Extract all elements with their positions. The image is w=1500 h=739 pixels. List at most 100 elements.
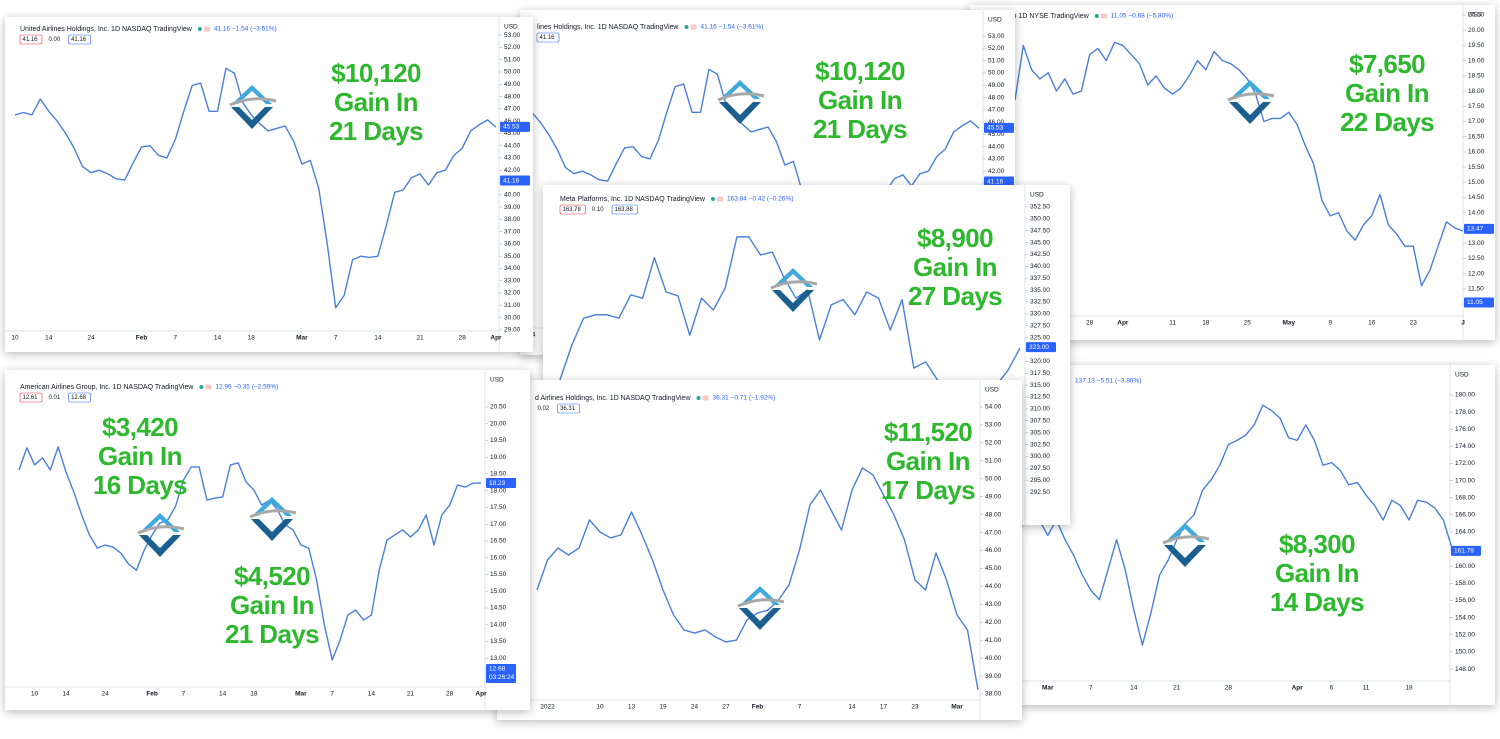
price-quote: 36.31 −0.71 (−1.92%) (713, 395, 776, 402)
chart-panel: 12.5013.0013.5014.0014.5015.0015.5016.00… (5, 370, 530, 710)
price-quote: 12.96 −0.35 (−2.59%) (215, 384, 278, 391)
y-tick-label: 168.00 (1455, 494, 1475, 501)
gain-annotation: $4,520 (234, 561, 310, 591)
x-tick-label: Mar (295, 691, 307, 698)
logo (1227, 80, 1275, 124)
y-tick-label: 164.00 (1455, 529, 1475, 536)
price-tag (984, 122, 1014, 133)
y-tick-label: 35.00 (504, 253, 521, 260)
x-tick-label: 7 (174, 335, 178, 342)
price-tag (984, 176, 1014, 187)
logo-swoosh (1227, 92, 1275, 102)
gain-annotation: Gain In (913, 252, 997, 282)
y-tick-label: 46.00 (504, 118, 521, 125)
chart: 38.00 39.00 40.00 41.00 42.00 43.00 44.00 45.00… (497, 380, 1002, 720)
x-tick-label: 18 (250, 691, 258, 698)
price-tag-label: 323.00 (1029, 344, 1049, 351)
gain-annotation: $8,900 (917, 223, 993, 253)
y-tick-label: 16.50 (490, 538, 507, 545)
price-line (1021, 404, 1453, 646)
x-tick-label: Feb (146, 691, 158, 698)
y-tick-label: 50.00 (985, 475, 1002, 482)
price-quote: 41.16 −1.54 (−3.61%) (214, 26, 277, 33)
y-tick-label: 350.00 (1030, 216, 1050, 223)
alert-icon (205, 384, 212, 390)
price-line (14, 67, 497, 309)
logo-base (1229, 102, 1271, 124)
y-tick-label: 18.00 (490, 487, 507, 494)
currency-label: USD (988, 17, 1002, 24)
chart: 12.5013.0013.5014.0014.5015.0015.5016.00… (5, 370, 516, 710)
logo-swoosh (717, 92, 765, 102)
x-tick-label: 7 (334, 335, 338, 342)
y-tick-label: 44.00 (988, 143, 1005, 150)
y-tick-label: 54.00 (985, 404, 1002, 411)
gain-annotation: Gain In (230, 590, 314, 620)
x-tick-label: 24 (691, 704, 699, 711)
price-tag (500, 175, 530, 186)
gain-annotation: $10,120 (331, 58, 421, 88)
x-tick-label: Apr (490, 335, 502, 342)
logo-swoosh (137, 525, 185, 535)
y-tick-label: 37.00 (504, 228, 521, 235)
currency-label: USD (1455, 372, 1469, 379)
price-tag (1464, 223, 1494, 234)
x-tick-label: Feb (752, 704, 764, 711)
x-tick-label: 28 (1086, 320, 1094, 327)
chart-panel: 38.00 39.00 40.00 41.00 42.00 43.00 44.00 45.00… (497, 380, 1022, 720)
y-tick-label: 52.00 (504, 44, 521, 51)
status-dot (684, 25, 689, 29)
y-tick-label: 50.00 (988, 70, 1005, 77)
x-tick-label: 24 (87, 335, 95, 342)
logo-swoosh (1162, 535, 1210, 545)
y-tick-label: 52.00 (985, 440, 1002, 447)
y-tick-label: 16.00 (1468, 149, 1485, 156)
x-tick-label: 23 (911, 704, 919, 711)
chart: 11.0011.5012.0012.5013.0013.5014.0014.50… (970, 5, 1494, 340)
price-tag-label: 161.79 (1454, 548, 1474, 555)
gain-annotation: Gain In (1275, 558, 1359, 588)
gain-annotation: 14 Days (1270, 587, 1364, 617)
gain-annotation: 21 Days (225, 619, 319, 649)
y-tick-label: 18.00 (1468, 88, 1485, 95)
chart-title: American Airlines Group, Inc. 1D NASDAQ … (20, 384, 194, 391)
gain-annotation: Gain In (886, 446, 970, 476)
gain-annotation: 27 Days (908, 281, 1002, 311)
x-tick-label: 9 (1328, 320, 1332, 327)
y-tick-label: 158.00 (1455, 580, 1475, 587)
x-tick-label: J (1461, 320, 1465, 327)
badge-label: 41.16 (23, 37, 39, 43)
y-tick-label: 330.00 (1030, 311, 1050, 318)
y-tick-label: 47.00 (504, 106, 521, 113)
price-tag-label: 13.47 (1467, 226, 1484, 233)
alert-icon (690, 24, 697, 30)
logo (249, 497, 297, 541)
logo (137, 513, 185, 557)
y-tick-label: 42.00 (504, 167, 521, 174)
y-tick-label: 36.00 (504, 241, 521, 248)
y-tick-label: 44.00 (985, 583, 1002, 590)
y-tick-label: 19.00 (490, 454, 507, 461)
y-tick-label: 39.00 (985, 673, 1002, 680)
y-tick-label: 46.00 (988, 119, 1005, 126)
chart-title: d Airlines Holdings, Inc. 1D NASDAQ Trad… (535, 395, 691, 402)
logo-base (231, 107, 273, 129)
y-tick-label: 42.00 (988, 168, 1005, 175)
x-tick-label: Mar (1042, 685, 1054, 692)
logo-base (719, 102, 761, 124)
y-tick-label: 45.00 (504, 130, 521, 137)
gain-annotation: 16 Days (93, 470, 187, 500)
price-tag (500, 121, 530, 132)
x-tick-label: 28 (1225, 685, 1233, 692)
gain-annotation: Gain In (1345, 78, 1429, 108)
y-tick-label: 19.00 (1468, 57, 1485, 64)
gain-annotation: $10,120 (815, 56, 905, 86)
x-tick-label: 14 (45, 335, 53, 342)
y-tick-label: 16.00 (490, 554, 507, 561)
y-tick-label: 39.00 (504, 204, 521, 211)
price-tag-label: 11.05 (1467, 299, 1483, 306)
currency-label: USD (1468, 12, 1482, 19)
x-tick-label: 11 (1363, 685, 1370, 692)
chart-panel: 29.00 30.00 31.00 32.00 33.00 34.00 35.00 36.00… (5, 17, 533, 352)
logo-swoosh (737, 598, 785, 608)
